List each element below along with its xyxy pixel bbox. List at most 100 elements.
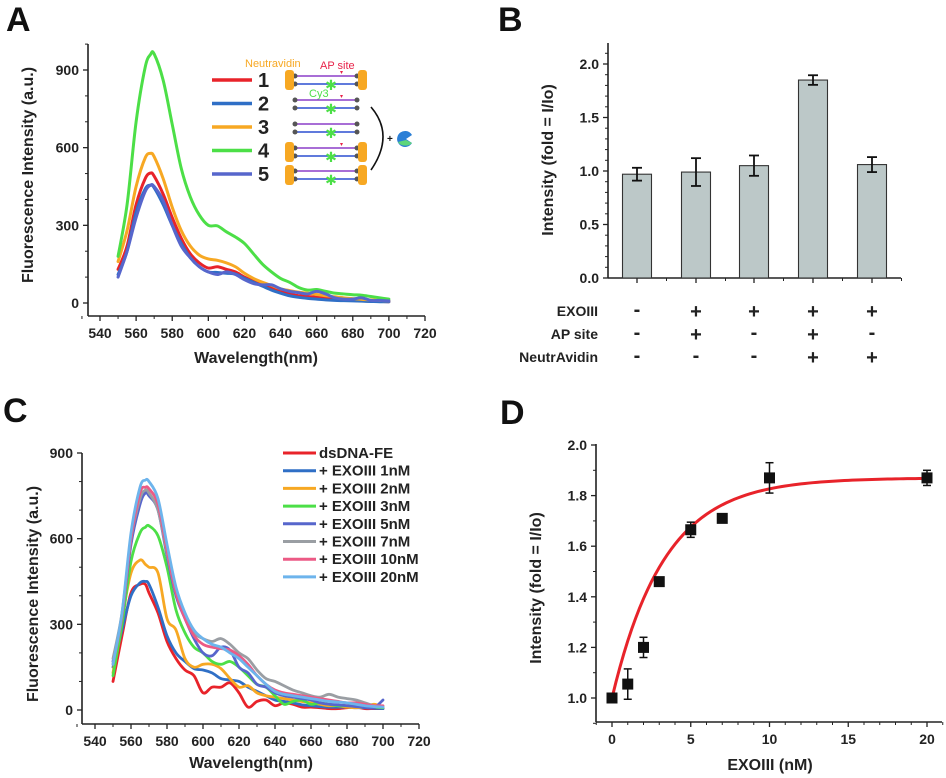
- ap-site-marker-icon: [340, 71, 343, 74]
- panel-c-chart: 540 560 580 600 620 640 660 680 700 720 0 300 600 900…: [25, 445, 431, 772]
- schematic-biotin-end: [354, 121, 360, 127]
- panel-a-y-axis-title: Fluorescence Intensity (a.u.): [20, 67, 37, 283]
- panel-c-x-tick-label: 660: [299, 733, 323, 749]
- panel-letter-d: D: [500, 394, 525, 432]
- panel-d-data-point: [716, 512, 728, 524]
- schematic-biotin-end: [292, 129, 298, 135]
- panel-d-data-point: [764, 472, 775, 484]
- panel-a-schematic-duplex-2: ✱: [292, 95, 360, 117]
- panel-d-y-tick-label: 2.0: [568, 437, 588, 453]
- panel-c-legend-label: dsDNA-FE: [319, 445, 393, 462]
- panel-a-series-line-5: [116, 183, 391, 303]
- panel-a-legend-label-2: 2: [258, 94, 269, 116]
- panel-b-condition-mark: -: [693, 345, 700, 367]
- panel-b-condition-label-2: NeutrAvidin: [519, 349, 598, 365]
- cy3-star-icon: ✱: [325, 77, 337, 93]
- panel-b-condition-mark: +: [748, 301, 760, 323]
- panel-b-condition-label-1: AP site: [551, 326, 598, 342]
- panel-b-condition-mark: -: [634, 322, 641, 344]
- panel-a-schematic-duplex-3: ✱: [292, 121, 360, 141]
- panel-b-bar-2: [680, 171, 712, 279]
- schematic-biotin-end: [292, 97, 298, 103]
- panel-b-y-tick-label: 1.0: [580, 163, 600, 179]
- panel-a-schematic-duplex-1: ✱: [285, 70, 367, 93]
- panel-c-x-tick-label: 560: [119, 733, 143, 749]
- panel-b-y-tick-label: 0.5: [580, 217, 600, 233]
- panel-d-fit-curve: [610, 476, 928, 699]
- panel-c-series-line: [111, 491, 385, 710]
- panel-c-x-tick-label: 680: [335, 733, 359, 749]
- panel-c-x-tick-label: 700: [371, 733, 395, 749]
- schematic-biotin-end: [292, 121, 298, 127]
- panel-d-y-tick-label: 1.4: [568, 589, 588, 605]
- panel-c-x-tick-label: 580: [155, 733, 179, 749]
- panel-c-legend-label: + EXOIII 10nM: [319, 551, 419, 568]
- panel-a-schematic-bracket: [370, 106, 384, 171]
- panel-b-condition-mark: +: [690, 301, 702, 323]
- panel-c-x-tick-label: 600: [191, 733, 215, 749]
- panel-b-condition-mark: +: [690, 324, 702, 346]
- panel-b-condition-mark: -: [751, 322, 758, 344]
- schematic-biotin-end: [354, 97, 360, 103]
- neutravidin-left-icon: [285, 70, 294, 90]
- panel-a-x-axis-title: Wavelength(nm): [194, 350, 318, 367]
- panel-c-x-tick-label: 640: [263, 733, 287, 749]
- panel-d-y-axis-title: Intensity (fold = I/Io): [528, 512, 545, 664]
- panel-d-x-axis-title: EXOIII (nM): [727, 757, 812, 774]
- panel-c-series-line: [111, 477, 385, 709]
- panel-a-x-tick-label: 640: [269, 325, 293, 341]
- panel-a-x-tick-label: 660: [305, 325, 329, 341]
- panel-letter-c: C: [3, 392, 28, 430]
- panel-c-y-tick-label: 300: [50, 616, 74, 632]
- panel-c-legend-label: + EXOIII 20nM: [319, 569, 419, 586]
- schematic-biotin-end: [292, 105, 298, 111]
- panel-a-x-tick-label: 540: [88, 325, 112, 341]
- panel-b-y-tick-label: 2.0: [580, 56, 600, 72]
- exoiii-enzyme-lower-icon: [398, 140, 412, 146]
- panel-c-y-tick-label: 900: [50, 445, 74, 461]
- neutravidin-right-icon: [358, 165, 367, 185]
- panel-letter-a: A: [6, 1, 31, 39]
- panel-a-series-line-4: [116, 50, 391, 301]
- panel-d-chart: 0 5 10 15 20 1.0 1.2 1.4 1.6 1.8 2.0 EXOIII (nM) Int…: [528, 437, 944, 774]
- ap-site-marker-icon: [340, 143, 343, 146]
- panel-d-data-point: [653, 576, 665, 588]
- panel-d-y-tick-label: 1.0: [568, 690, 588, 706]
- panel-c-series-line: [111, 488, 385, 709]
- panel-b-y-tick-label: 0.0: [580, 270, 600, 286]
- neutravidin-right-icon: [358, 142, 367, 162]
- panel-b-condition-mark: +: [866, 347, 878, 369]
- neutravidin-left-icon: [285, 165, 294, 185]
- panel-a-schematic-ap-site-label: AP site: [320, 60, 355, 72]
- panel-d-data-point: [921, 472, 933, 484]
- panel-c-x-tick-label: 720: [407, 733, 431, 749]
- panel-c-legend-label: + EXOIII 2nM: [319, 480, 410, 497]
- neutravidin-left-icon: [285, 142, 294, 162]
- ap-site-marker-icon: [340, 95, 343, 98]
- panel-a-x-tick-label: 680: [341, 325, 365, 341]
- panel-c-x-tick-label: 540: [83, 733, 107, 749]
- panel-b-condition-mark: -: [869, 322, 876, 344]
- panel-d-data-point: [638, 641, 649, 653]
- schematic-biotin-end: [354, 129, 360, 135]
- panel-a-schematic-neutravidin-label: Neutravidin: [245, 58, 301, 70]
- panel-a-schematic-plus: +: [387, 134, 393, 145]
- panel-d-x-tick-label: 20: [919, 731, 935, 747]
- panel-a-chart: 540 560 580 600 620 640 660 680 700 720 0 300 600 900…: [20, 43, 437, 367]
- panel-a-x-tick-label: 700: [377, 325, 401, 341]
- panel-b-bar-5: [856, 164, 888, 279]
- panel-b-chart: 0.0 0.5 1.0 1.5 2.0 Intensity (fold = I/Io) EX…: [519, 43, 902, 369]
- panel-b-y-tick-label: 1.5: [580, 110, 600, 126]
- panel-a-y-tick-label: 600: [56, 140, 80, 156]
- panel-b-condition-mark: +: [807, 347, 819, 369]
- neutravidin-right-icon: [358, 70, 367, 90]
- panel-c-series-line: [111, 579, 385, 710]
- panel-a-schematic-cy3-label: Cy3: [309, 88, 329, 100]
- panel-a-y-tick-label: 900: [56, 62, 80, 78]
- panel-b-bar-4: [797, 79, 829, 279]
- panel-a-legend-label-3: 3: [258, 117, 269, 139]
- panel-b-y-axis-title: Intensity (fold = I/Io): [540, 84, 557, 236]
- panel-d-data-point: [685, 524, 697, 536]
- panel-a-x-tick-label: 600: [197, 325, 221, 341]
- panel-d-data-point: [606, 692, 618, 704]
